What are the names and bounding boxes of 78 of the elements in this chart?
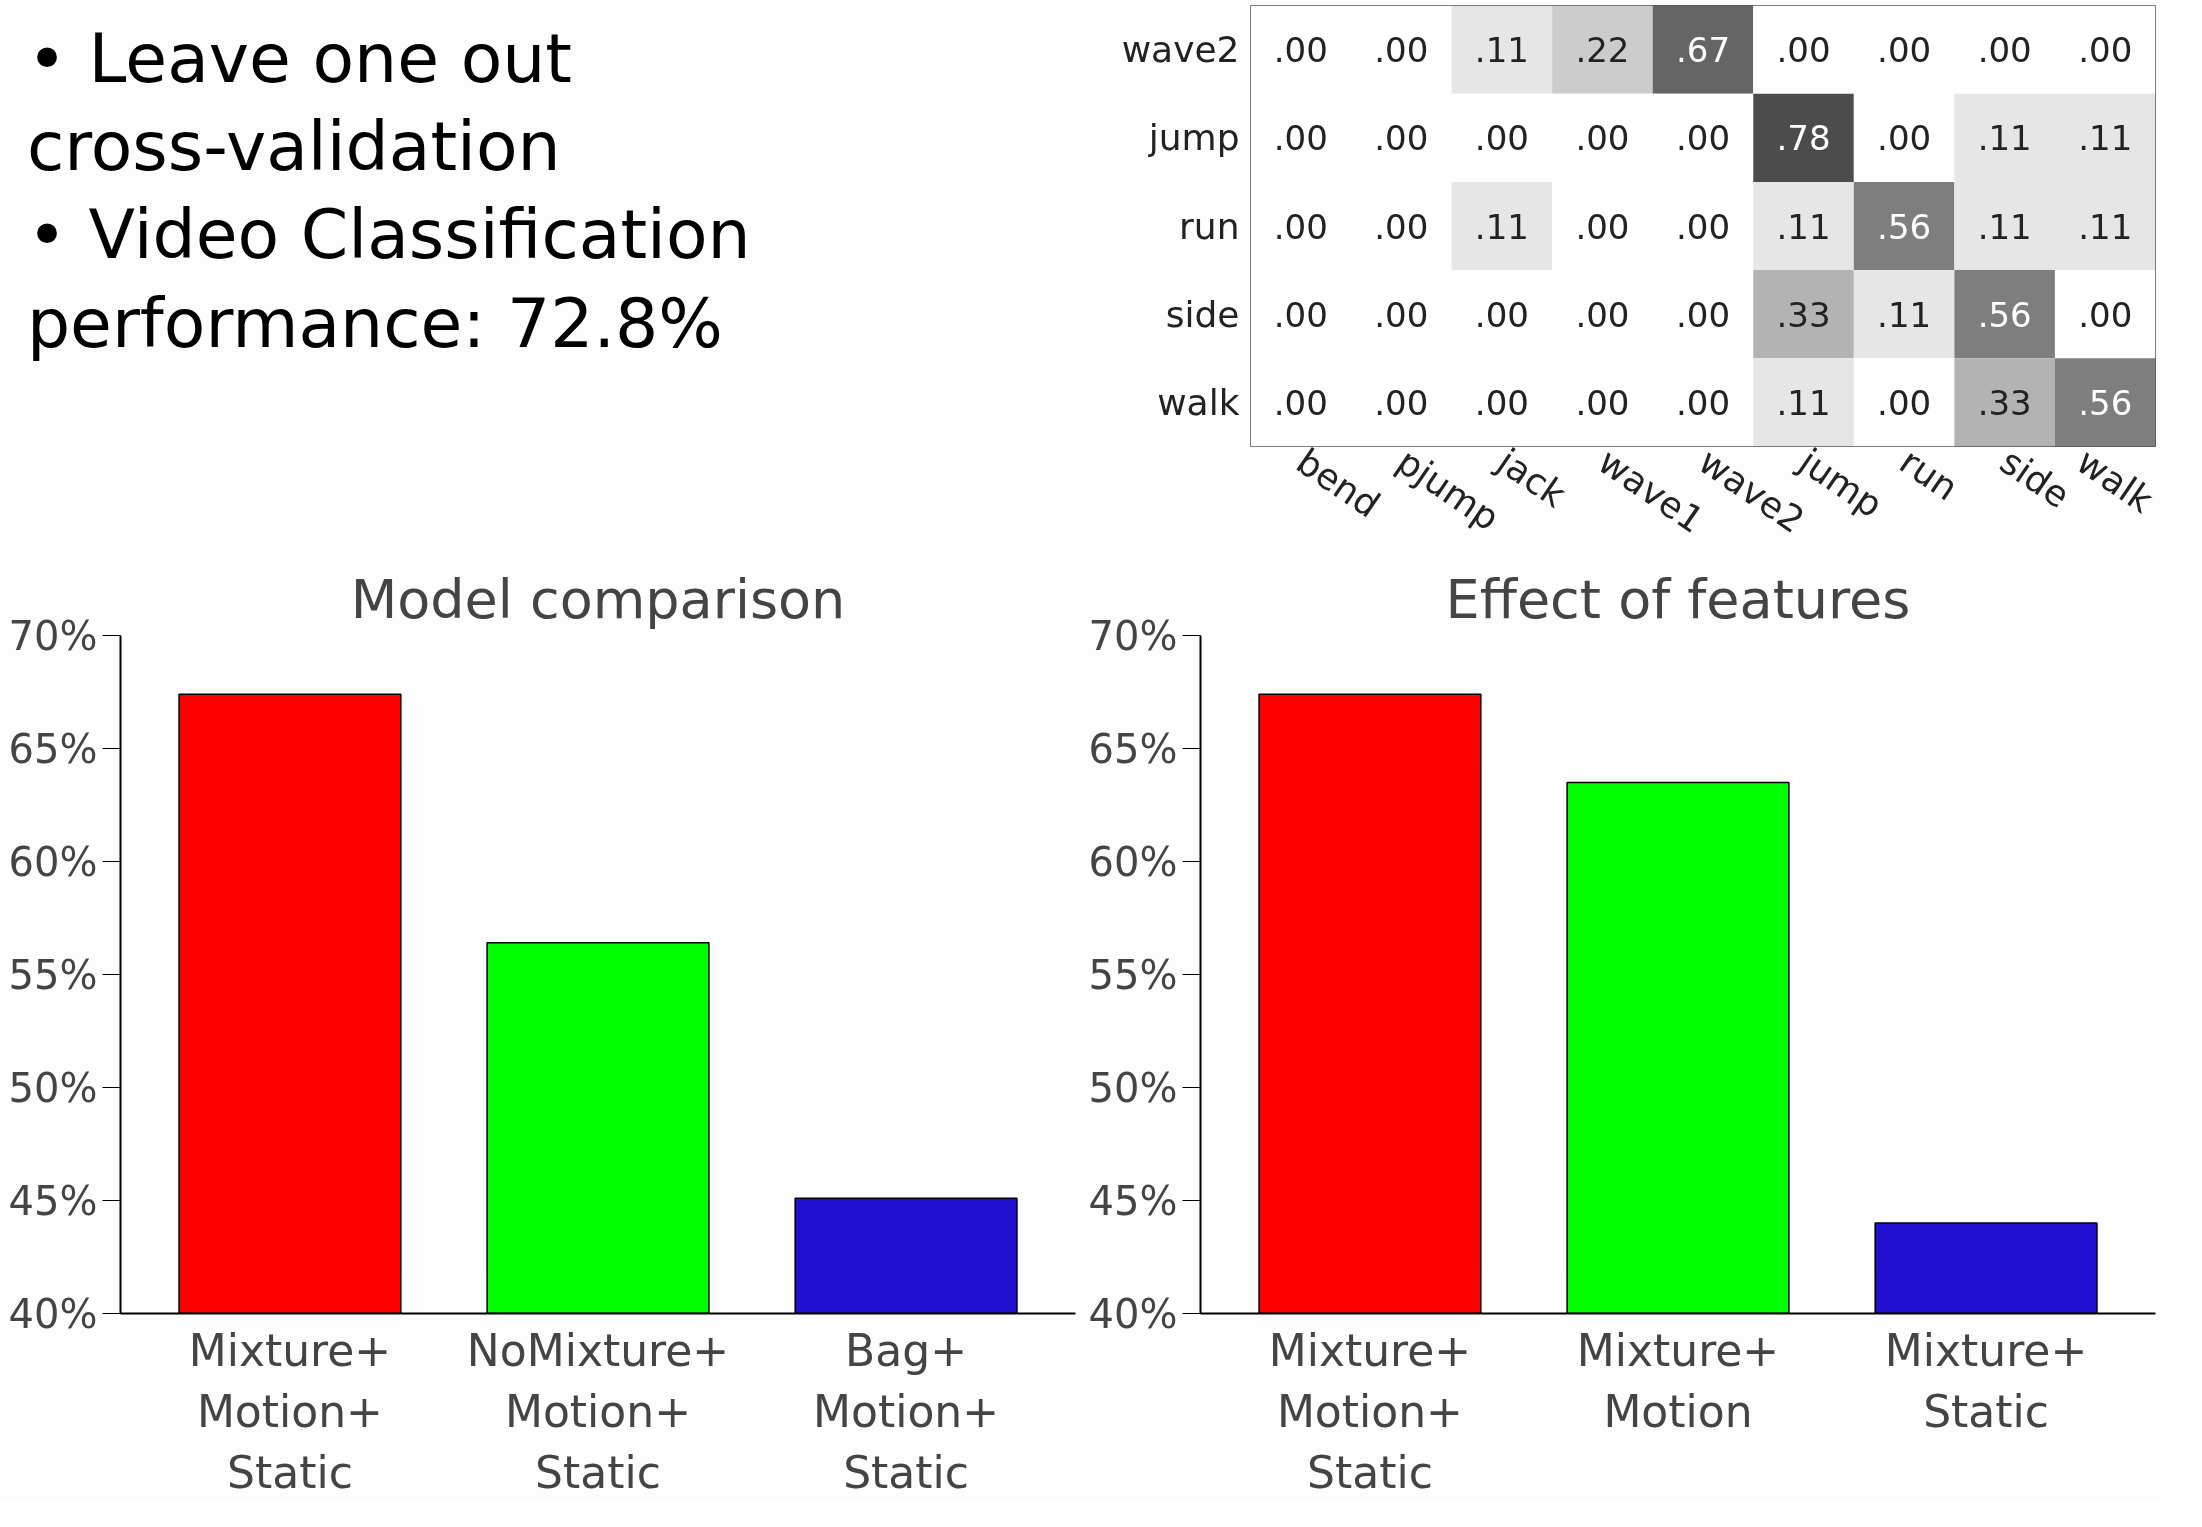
data-label: .00 — [1776, 30, 1831, 71]
y-tick-label: wave2 — [1121, 29, 1240, 71]
y-tick-label: 65% — [8, 725, 98, 772]
data-label: .11 — [1474, 206, 1529, 247]
data-label: .00 — [1575, 118, 1630, 159]
data-label: .56 — [1977, 294, 2032, 335]
data-label: .11 — [1977, 118, 2032, 159]
x-tick-label: Bag+ Motion+ Static — [813, 1324, 1000, 1498]
data-label: .00 — [1374, 206, 1429, 247]
y-tick-label: 70% — [8, 612, 98, 659]
text: cross-validation — [26, 107, 561, 187]
x-tick-label: NoMixture+ Motion+ Static — [466, 1324, 730, 1498]
y-tick-label: 50% — [1088, 1064, 1178, 1111]
y-tick-label: 60% — [8, 838, 98, 885]
chart-title: Model comparison — [350, 567, 846, 631]
data-label: .00 — [1273, 30, 1328, 71]
data-label: .00 — [1474, 118, 1529, 159]
data-label: .33 — [1977, 382, 2032, 423]
y-tick-label: 50% — [8, 1064, 98, 1111]
y-tick-label: 65% — [1088, 725, 1178, 772]
data-label: .11 — [1776, 382, 1831, 423]
data-label: .67 — [1675, 30, 1731, 71]
data-label: .11 — [1877, 294, 1932, 335]
y-tick-label: 45% — [1088, 1177, 1178, 1224]
x-tick-label: run — [1892, 440, 1966, 509]
data-label: .00 — [1877, 382, 1932, 423]
y-tick-label: jump — [1147, 117, 1240, 159]
data-label: .00 — [1675, 206, 1731, 247]
data-label: .00 — [1877, 30, 1932, 71]
text: • Leave one out — [26, 18, 573, 98]
y-tick-label: 60% — [1088, 838, 1178, 885]
data-label: .00 — [1877, 118, 1932, 159]
x-tick-label: Mixture+ Motion+ Static — [1268, 1324, 1472, 1498]
chart-title: Effect of features — [1445, 567, 1911, 631]
data-label: .11 — [2078, 118, 2133, 159]
data-label: .00 — [1977, 30, 2032, 71]
data-label: .00 — [1575, 382, 1630, 423]
data-label: .00 — [1273, 294, 1328, 335]
y-tick-label: walk — [1157, 381, 1240, 423]
data-label: .22 — [1575, 30, 1630, 71]
data-label: .00 — [1273, 206, 1328, 247]
y-tick-label: 55% — [1088, 951, 1178, 998]
y-tick-label: 40% — [1088, 1290, 1178, 1337]
x-tick-label: Mixture+ Motion+ Static — [188, 1324, 392, 1498]
data-label: .00 — [1675, 382, 1731, 423]
data-label: .00 — [1575, 206, 1630, 247]
data-label: .11 — [1474, 30, 1529, 71]
data-label: .00 — [1474, 382, 1529, 423]
data-label: .11 — [1776, 206, 1831, 247]
data-label: .00 — [2078, 30, 2133, 71]
y-tick-label: 45% — [8, 1177, 98, 1224]
data-label: .00 — [1575, 294, 1630, 335]
data-label: .00 — [1374, 294, 1429, 335]
y-tick-label: 40% — [8, 1290, 98, 1337]
x-tick-label: Mixture+ Motion — [1576, 1324, 1780, 1437]
data-label: .56 — [2078, 382, 2133, 423]
text: performance: 72.8% — [26, 283, 723, 363]
data-label: .00 — [1273, 382, 1328, 423]
text: • Video Classification — [26, 195, 751, 275]
data-label: .00 — [1374, 30, 1429, 71]
data-label: .00 — [1675, 294, 1731, 335]
y-tick-label: 70% — [1088, 612, 1178, 659]
data-label: .78 — [1776, 118, 1831, 159]
x-tick-label: Mixture+ Static — [1884, 1324, 2088, 1437]
y-tick-label: 55% — [8, 951, 98, 998]
data-label: .00 — [1474, 294, 1529, 335]
data-label: .00 — [1675, 118, 1731, 159]
data-label: .00 — [1374, 118, 1429, 159]
x-tick-label: side — [1993, 440, 2078, 517]
data-label: .11 — [1977, 206, 2032, 247]
data-label: .00 — [1273, 118, 1328, 159]
y-tick-label: run — [1179, 205, 1240, 247]
data-label: .56 — [1877, 206, 1932, 247]
data-label: .11 — [2078, 206, 2133, 247]
data-label: .00 — [1374, 382, 1429, 423]
data-label: .00 — [2078, 294, 2133, 335]
data-label: .33 — [1776, 294, 1831, 335]
y-tick-label: side — [1165, 293, 1240, 335]
